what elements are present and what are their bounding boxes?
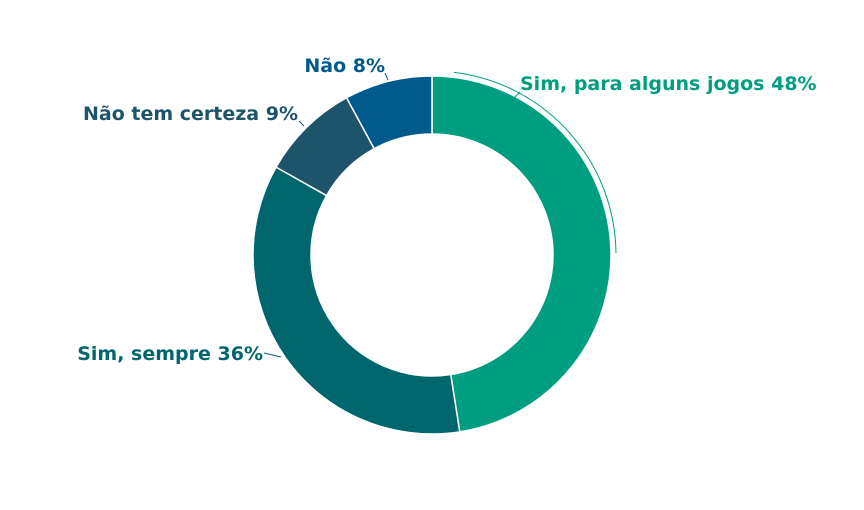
slice-label-2: Não tem certeza 9% [83, 103, 298, 125]
leader-line-0 [511, 91, 521, 101]
donut-slice-0 [431, 75, 612, 433]
slice-label-3: Não 8% [304, 55, 385, 77]
slice-label-1: Sim, sempre 36% [77, 343, 263, 365]
donut-slice-3 [345, 75, 433, 150]
slice-label-0: Sim, para alguns jogos 48% [520, 73, 817, 95]
donut-slice-1 [252, 166, 461, 435]
leader-line-3 [384, 72, 389, 81]
leader-line-1 [263, 352, 282, 358]
slice-0-highlight-arc [453, 71, 617, 254]
leader-line-2 [298, 120, 305, 127]
